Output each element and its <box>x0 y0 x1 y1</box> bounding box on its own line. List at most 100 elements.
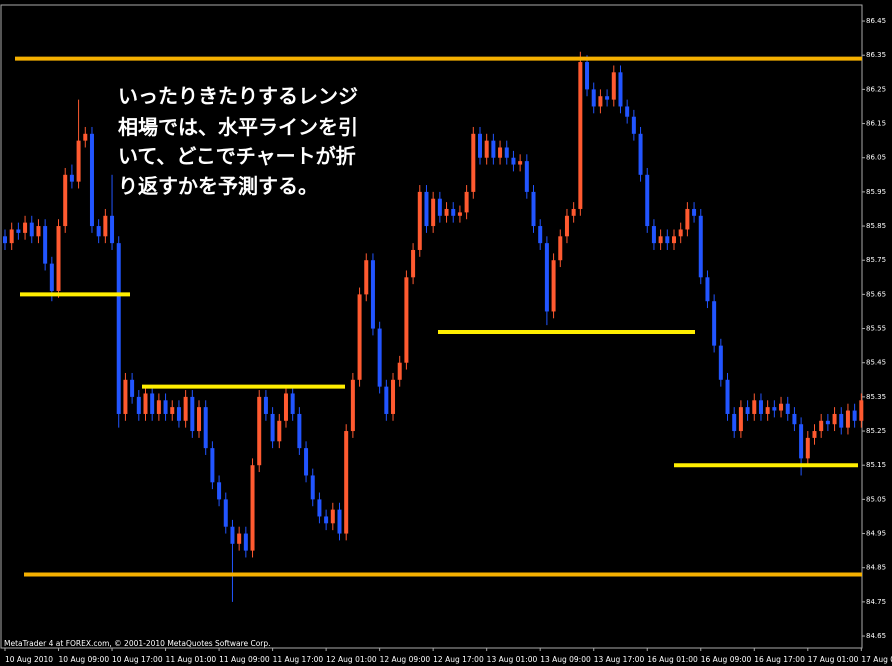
candle-body <box>310 475 315 500</box>
candle-body <box>832 413 837 425</box>
candle-body <box>712 301 717 346</box>
y-tick-label: 86.05 <box>866 154 886 162</box>
candle-body <box>504 147 509 158</box>
candle-body <box>779 403 784 411</box>
candle-body <box>176 407 181 421</box>
candle-body <box>69 174 74 182</box>
candle-body <box>110 215 115 244</box>
x-tick-label: 10 Aug 09:00 <box>59 655 110 664</box>
y-tick-label: 86.35 <box>866 51 886 59</box>
candle-body <box>230 526 235 544</box>
candle-body <box>564 215 569 237</box>
candle-body <box>732 413 737 432</box>
candle-body <box>551 260 556 312</box>
candle-body <box>538 226 543 244</box>
candle-body <box>364 260 369 295</box>
candle-body <box>143 393 148 414</box>
candle-body <box>598 96 603 107</box>
candle-body <box>337 509 342 534</box>
candle-body <box>16 229 21 233</box>
candle-body <box>197 407 202 432</box>
candle-body <box>163 400 168 414</box>
candle-body <box>210 448 215 483</box>
x-tick-label: 17 Aug 01:00 <box>808 655 859 664</box>
candle-body <box>103 215 108 237</box>
candle-body <box>156 400 161 414</box>
candle-body <box>411 249 416 278</box>
annotation-line: いて、どこでチャートが折 <box>118 144 356 168</box>
candle-body <box>685 208 690 230</box>
candle-body <box>692 208 697 216</box>
x-tick-label: 17 Aug 09:00 <box>861 655 892 664</box>
y-tick-label: 84.95 <box>866 530 886 538</box>
candle-body <box>317 499 322 517</box>
x-tick-label: 13 Aug 17:00 <box>594 655 645 664</box>
candle-body <box>705 277 710 302</box>
candle-body <box>752 400 757 414</box>
candle-body <box>431 198 436 227</box>
candle-body <box>651 226 656 244</box>
candle-body <box>304 448 309 476</box>
candle-body <box>130 379 135 397</box>
annotation-line: り返すかを予測する。 <box>118 174 318 198</box>
candle-body <box>277 420 282 442</box>
candle-body <box>417 191 422 250</box>
candle-body <box>83 133 88 141</box>
candle-body <box>611 72 616 100</box>
candle-body <box>283 393 288 421</box>
candle-body <box>444 208 449 216</box>
annotation-line: いったりきたりするレンジ <box>118 84 358 108</box>
x-tick-label: 10 Aug 2010 <box>5 655 53 664</box>
candle-body <box>665 236 670 244</box>
y-tick-label: 85.65 <box>866 290 886 298</box>
candle-body <box>9 229 14 244</box>
candle-body <box>96 226 101 237</box>
candle-body <box>36 226 41 237</box>
candle-body <box>585 62 590 90</box>
candle-body <box>243 533 248 551</box>
x-tick-label: 13 Aug 01:00 <box>487 655 538 664</box>
candle-body <box>738 407 743 432</box>
candle-body <box>29 222 34 237</box>
candle-body <box>457 212 462 216</box>
candle-body <box>43 226 48 264</box>
candle-body <box>605 96 610 100</box>
candle-body <box>531 191 536 227</box>
candle-body <box>324 516 329 524</box>
candle-body <box>745 407 750 414</box>
candle-body <box>23 222 28 233</box>
candle-body <box>350 379 355 432</box>
candle-body <box>237 533 242 544</box>
y-tick-label: 85.85 <box>866 222 886 230</box>
candle-body <box>357 294 362 380</box>
x-tick-label: 16 Aug 17:00 <box>754 655 805 664</box>
candle-body <box>404 277 409 363</box>
candle-body <box>49 263 54 291</box>
candle-body <box>464 191 469 213</box>
y-tick-label: 85.75 <box>866 256 886 264</box>
y-tick-label: 85.35 <box>866 393 886 401</box>
y-tick-label: 85.15 <box>866 461 886 469</box>
candle-body <box>397 362 402 380</box>
y-tick-label: 84.65 <box>866 632 886 640</box>
candle-body <box>785 403 790 414</box>
annotation-line: 相場では、水平ラインを引 <box>118 115 358 139</box>
candle-body <box>772 407 777 411</box>
candle-body <box>263 396 268 414</box>
candle-body <box>765 407 770 414</box>
candle-body <box>591 89 596 107</box>
candle-body <box>544 243 549 312</box>
candle-body <box>845 410 850 428</box>
candle-body <box>63 174 68 227</box>
candle-body <box>203 407 208 449</box>
candle-body <box>859 400 864 421</box>
candle-body <box>183 396 188 421</box>
candle-body <box>799 424 804 459</box>
y-tick-label: 84.85 <box>866 564 886 572</box>
y-tick-label: 86.45 <box>866 17 886 25</box>
candle-body <box>498 147 503 158</box>
y-tick-label: 86.15 <box>866 120 886 128</box>
candle-body <box>190 396 195 432</box>
candle-body <box>518 161 523 165</box>
